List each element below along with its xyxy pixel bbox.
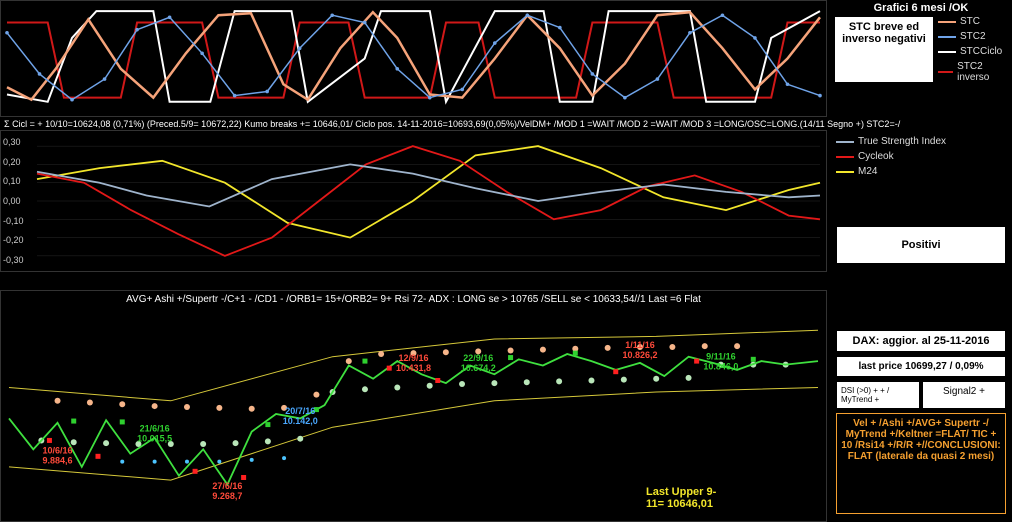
svg-text:9.884,6: 9.884,6 bbox=[43, 456, 73, 466]
svg-text:22/9/16: 22/9/16 bbox=[463, 353, 493, 363]
svg-text:21/6/16: 21/6/16 bbox=[140, 424, 170, 434]
legend-item: Cycleok bbox=[836, 151, 1006, 162]
panel1-title: Grafici 6 mesi /OK bbox=[830, 0, 1012, 16]
dsi-box: DSI (>0) + + / MyTrend + bbox=[836, 381, 920, 409]
panel-price: AVG+ Ashi +/Supertr -/C+1 - /CD1 - /ORB1… bbox=[0, 290, 827, 522]
legend-item: STC bbox=[938, 16, 1008, 27]
panel1-side: Grafici 6 mesi /OK STC breve ed inverso … bbox=[830, 0, 1012, 115]
panel2-yticks: 0,300,200,100,00-0,10-0,20-0,30 bbox=[3, 131, 24, 271]
legend-item: STC2 inverso bbox=[938, 61, 1008, 83]
panel3-header: AVG+ Ashi +/Supertr -/C+1 - /CD1 - /ORB1… bbox=[1, 291, 826, 308]
conclusion-box: Vel + /Ashi +/AVG+ Supertr -/ MyTrend +/… bbox=[836, 413, 1006, 514]
svg-text:10.015,5: 10.015,5 bbox=[137, 434, 172, 444]
panel1-infobox: STC breve ed inverso negativi bbox=[834, 16, 934, 83]
panel3-side: DAX: aggior. al 25-11-2016 last price 10… bbox=[830, 290, 1012, 520]
svg-text:12/9/16: 12/9/16 bbox=[398, 353, 428, 363]
svg-text:9.268,7: 9.268,7 bbox=[212, 491, 242, 501]
svg-text:27/6/16: 27/6/16 bbox=[212, 481, 242, 491]
svg-text:10.846,0: 10.846,0 bbox=[703, 361, 738, 371]
svg-text:10.431,8: 10.431,8 bbox=[396, 363, 431, 373]
svg-text:11= 10646,01: 11= 10646,01 bbox=[646, 498, 713, 510]
root: Grafici 6 mesi /OK STC breve ed inverso … bbox=[0, 0, 1012, 521]
svg-text:10.674,2: 10.674,2 bbox=[461, 363, 496, 373]
panel1-legend: STC STC2 STCCiclo STC2 inverso bbox=[938, 16, 1008, 83]
svg-text:1/11/16: 1/11/16 bbox=[625, 340, 655, 350]
status-bar: Σ Cicl = + 10/10=10624,08 (0,71%) (Prece… bbox=[0, 117, 1012, 131]
panel2-infobox: Positivi bbox=[836, 226, 1006, 264]
svg-text:10.142,0: 10.142,0 bbox=[283, 416, 318, 426]
legend-item: True Strength Index bbox=[836, 136, 1006, 147]
panel2-side: True Strength Index Cycleok M24 Positivi bbox=[830, 130, 1012, 270]
panel-stc bbox=[0, 0, 827, 117]
svg-text:9/11/16: 9/11/16 bbox=[706, 351, 736, 361]
price-chart: 10/6/169.884,6 21/6/1610.015,5 27/6/169.26… bbox=[1, 309, 826, 519]
svg-text:20/7/16: 20/7/16 bbox=[285, 406, 315, 416]
last-price: last price 10699,27 / 0,09% bbox=[836, 356, 1006, 377]
legend-item: M24 bbox=[836, 166, 1006, 177]
dax-title: DAX: aggior. al 25-11-2016 bbox=[836, 330, 1006, 352]
signal-box: Signal2 + bbox=[922, 381, 1006, 409]
stc-chart bbox=[1, 1, 826, 116]
panel-oscillators: 0,300,200,100,00-0,10-0,20-0,30 bbox=[0, 130, 827, 272]
svg-text:10.826,2: 10.826,2 bbox=[622, 350, 657, 360]
osc-chart bbox=[31, 131, 856, 271]
legend-item: STC2 bbox=[938, 31, 1008, 42]
svg-text:10/6/16: 10/6/16 bbox=[43, 446, 73, 456]
panel2-legend: True Strength Index Cycleok M24 bbox=[830, 130, 1012, 183]
svg-text:Last Upper 9-: Last Upper 9- bbox=[646, 486, 717, 498]
legend-item: STCCiclo bbox=[938, 46, 1008, 57]
